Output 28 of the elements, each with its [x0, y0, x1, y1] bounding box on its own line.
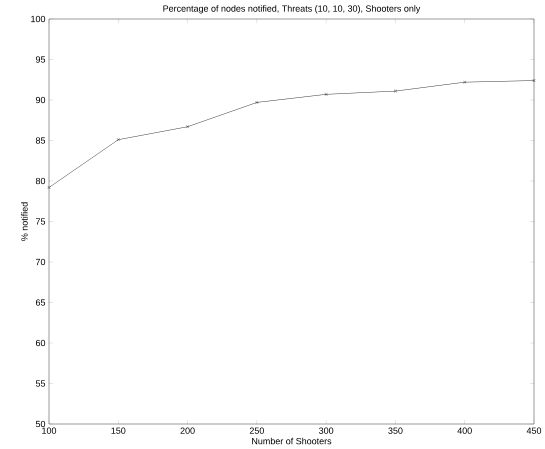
y-tick-label: 80 — [36, 178, 46, 184]
x-axis-title: Number of Shooters — [252, 438, 332, 444]
x-tick-label: 200 — [180, 428, 195, 434]
y-tick-label: 60 — [36, 340, 46, 346]
y-tick-label: 75 — [36, 218, 46, 225]
y-tick-label: 50 — [36, 420, 46, 428]
point — [186, 125, 190, 128]
point — [394, 89, 398, 93]
point — [255, 100, 258, 104]
y-tick-label: 90 — [36, 96, 46, 104]
chart-title: Percentage of nodes notified, Threats (10, 10, 30), Shooters only — [163, 5, 420, 14]
y-axis-title: % notified — [21, 202, 28, 241]
x-tick-label: 100 — [42, 428, 56, 434]
point — [463, 80, 466, 84]
y-tick-label: 95 — [36, 56, 46, 63]
y-tick-label: 100 — [31, 16, 46, 22]
point — [324, 92, 328, 96]
x-tick-label: 250 — [250, 428, 264, 434]
y-tick-label: 70 — [36, 258, 46, 266]
x-tick-label: 400 — [457, 428, 472, 434]
x-tick-label: 350 — [388, 428, 403, 434]
y-tick-label: 65 — [36, 299, 46, 306]
x-tick-label: 300 — [319, 428, 334, 434]
y-tick-label: 55 — [36, 380, 46, 387]
y-tick-label: 85 — [36, 137, 46, 144]
x-tick-label: 450 — [526, 428, 542, 434]
x-tick-label: 150 — [111, 428, 126, 434]
point — [116, 138, 120, 142]
